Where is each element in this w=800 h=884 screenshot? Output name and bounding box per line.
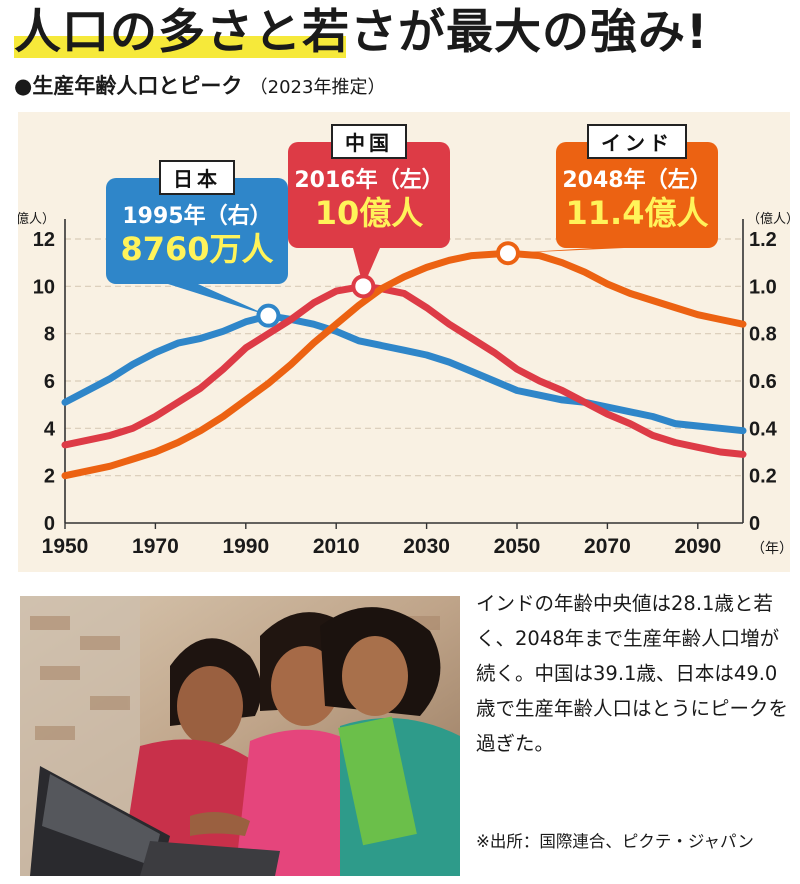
right-tick-label: 1.0 [749,276,777,298]
right-tick-label: 0.4 [749,418,778,440]
subtitle-text: ●生産年齢人口とピーク [14,74,243,98]
x-tick-label: 2010 [313,535,360,558]
left-axis-unit: （億人） [18,211,55,226]
series-line-japan [61,312,747,435]
headline-highlight [14,36,346,58]
callout-india: インド 2048年（左） 11.4億人 [556,124,718,248]
right-axis-unit: （億人） [747,211,790,226]
callout-india-year: 2048年（左） [562,168,712,193]
chart-subtitle: ●生産年齢人口とピーク （2023年推定） [14,70,385,100]
source-note: ※出所：国際連合、ピクテ・ジャパン [476,832,754,851]
callout-india-tag: インド [587,124,687,159]
left-tick-label: 8 [44,324,55,346]
x-tick-label: 1990 [222,535,269,558]
callout-china-tag: 中国 [331,124,407,159]
headline: 人口の多さと若さが最大の強み! [14,5,709,60]
left-tick-label: 12 [33,229,55,251]
callout-china-year: 2016年（左） [294,168,444,193]
callout-japan: 日本 1995年（右） 8760万人 [106,160,288,284]
left-tick-label: 0 [44,513,55,535]
peak-marker-china [351,274,376,299]
right-tick-label: 0.2 [749,466,777,488]
callout-india-value: 11.4億人 [565,194,709,232]
x-tick-label: 1970 [132,535,179,558]
x-tick-label: 2070 [584,535,631,558]
callout-pointer-china [353,248,380,287]
headline-wrap: 人口の多さと若さが最大の強み! [14,2,708,64]
right-tick-label: 0 [749,513,760,535]
chart-area: 0 2 4 6 8 10 12 0 0.2 0.4 0.6 0.8 1.0 1.2 （億人） （億人） 1950… [18,112,790,572]
callout-pointer-japan [168,284,269,316]
series-line-india [61,249,747,480]
photo-girls-laptop [20,596,460,876]
x-tick-label: 2050 [494,535,541,558]
subtitle-note: （2023年推定） [249,77,386,98]
x-tick-label: 2030 [403,535,450,558]
right-tick-label: 0.6 [749,371,777,393]
peak-marker-india [495,241,520,266]
callout-japan-tag: 日本 [159,160,235,195]
callout-china: 中国 2016年（左） 10億人 [288,124,450,248]
left-tick-label: 6 [44,371,55,393]
body-text: インドの年齢中央値は28.1歳と若く、2048年まで生産年齢人口増が続く。中国は… [476,592,789,755]
left-tick-label: 10 [33,276,55,298]
x-tick-label: 1950 [42,535,89,558]
left-tick-label: 2 [44,466,55,488]
right-tick-label: 1.2 [749,229,777,251]
callout-china-value: 10億人 [314,194,424,232]
callout-pointer-india [507,248,624,254]
series-line-china [61,282,747,458]
photo-illustration [20,596,460,876]
callout-japan-value: 8760万人 [120,230,274,268]
peak-marker-japan [256,303,281,328]
x-tick-label: 2090 [674,535,721,558]
x-axis-unit: （年） [751,540,790,556]
right-tick-label: 0.8 [749,324,777,346]
callout-japan-year: 1995年（右） [122,204,272,229]
left-tick-label: 4 [44,418,56,440]
